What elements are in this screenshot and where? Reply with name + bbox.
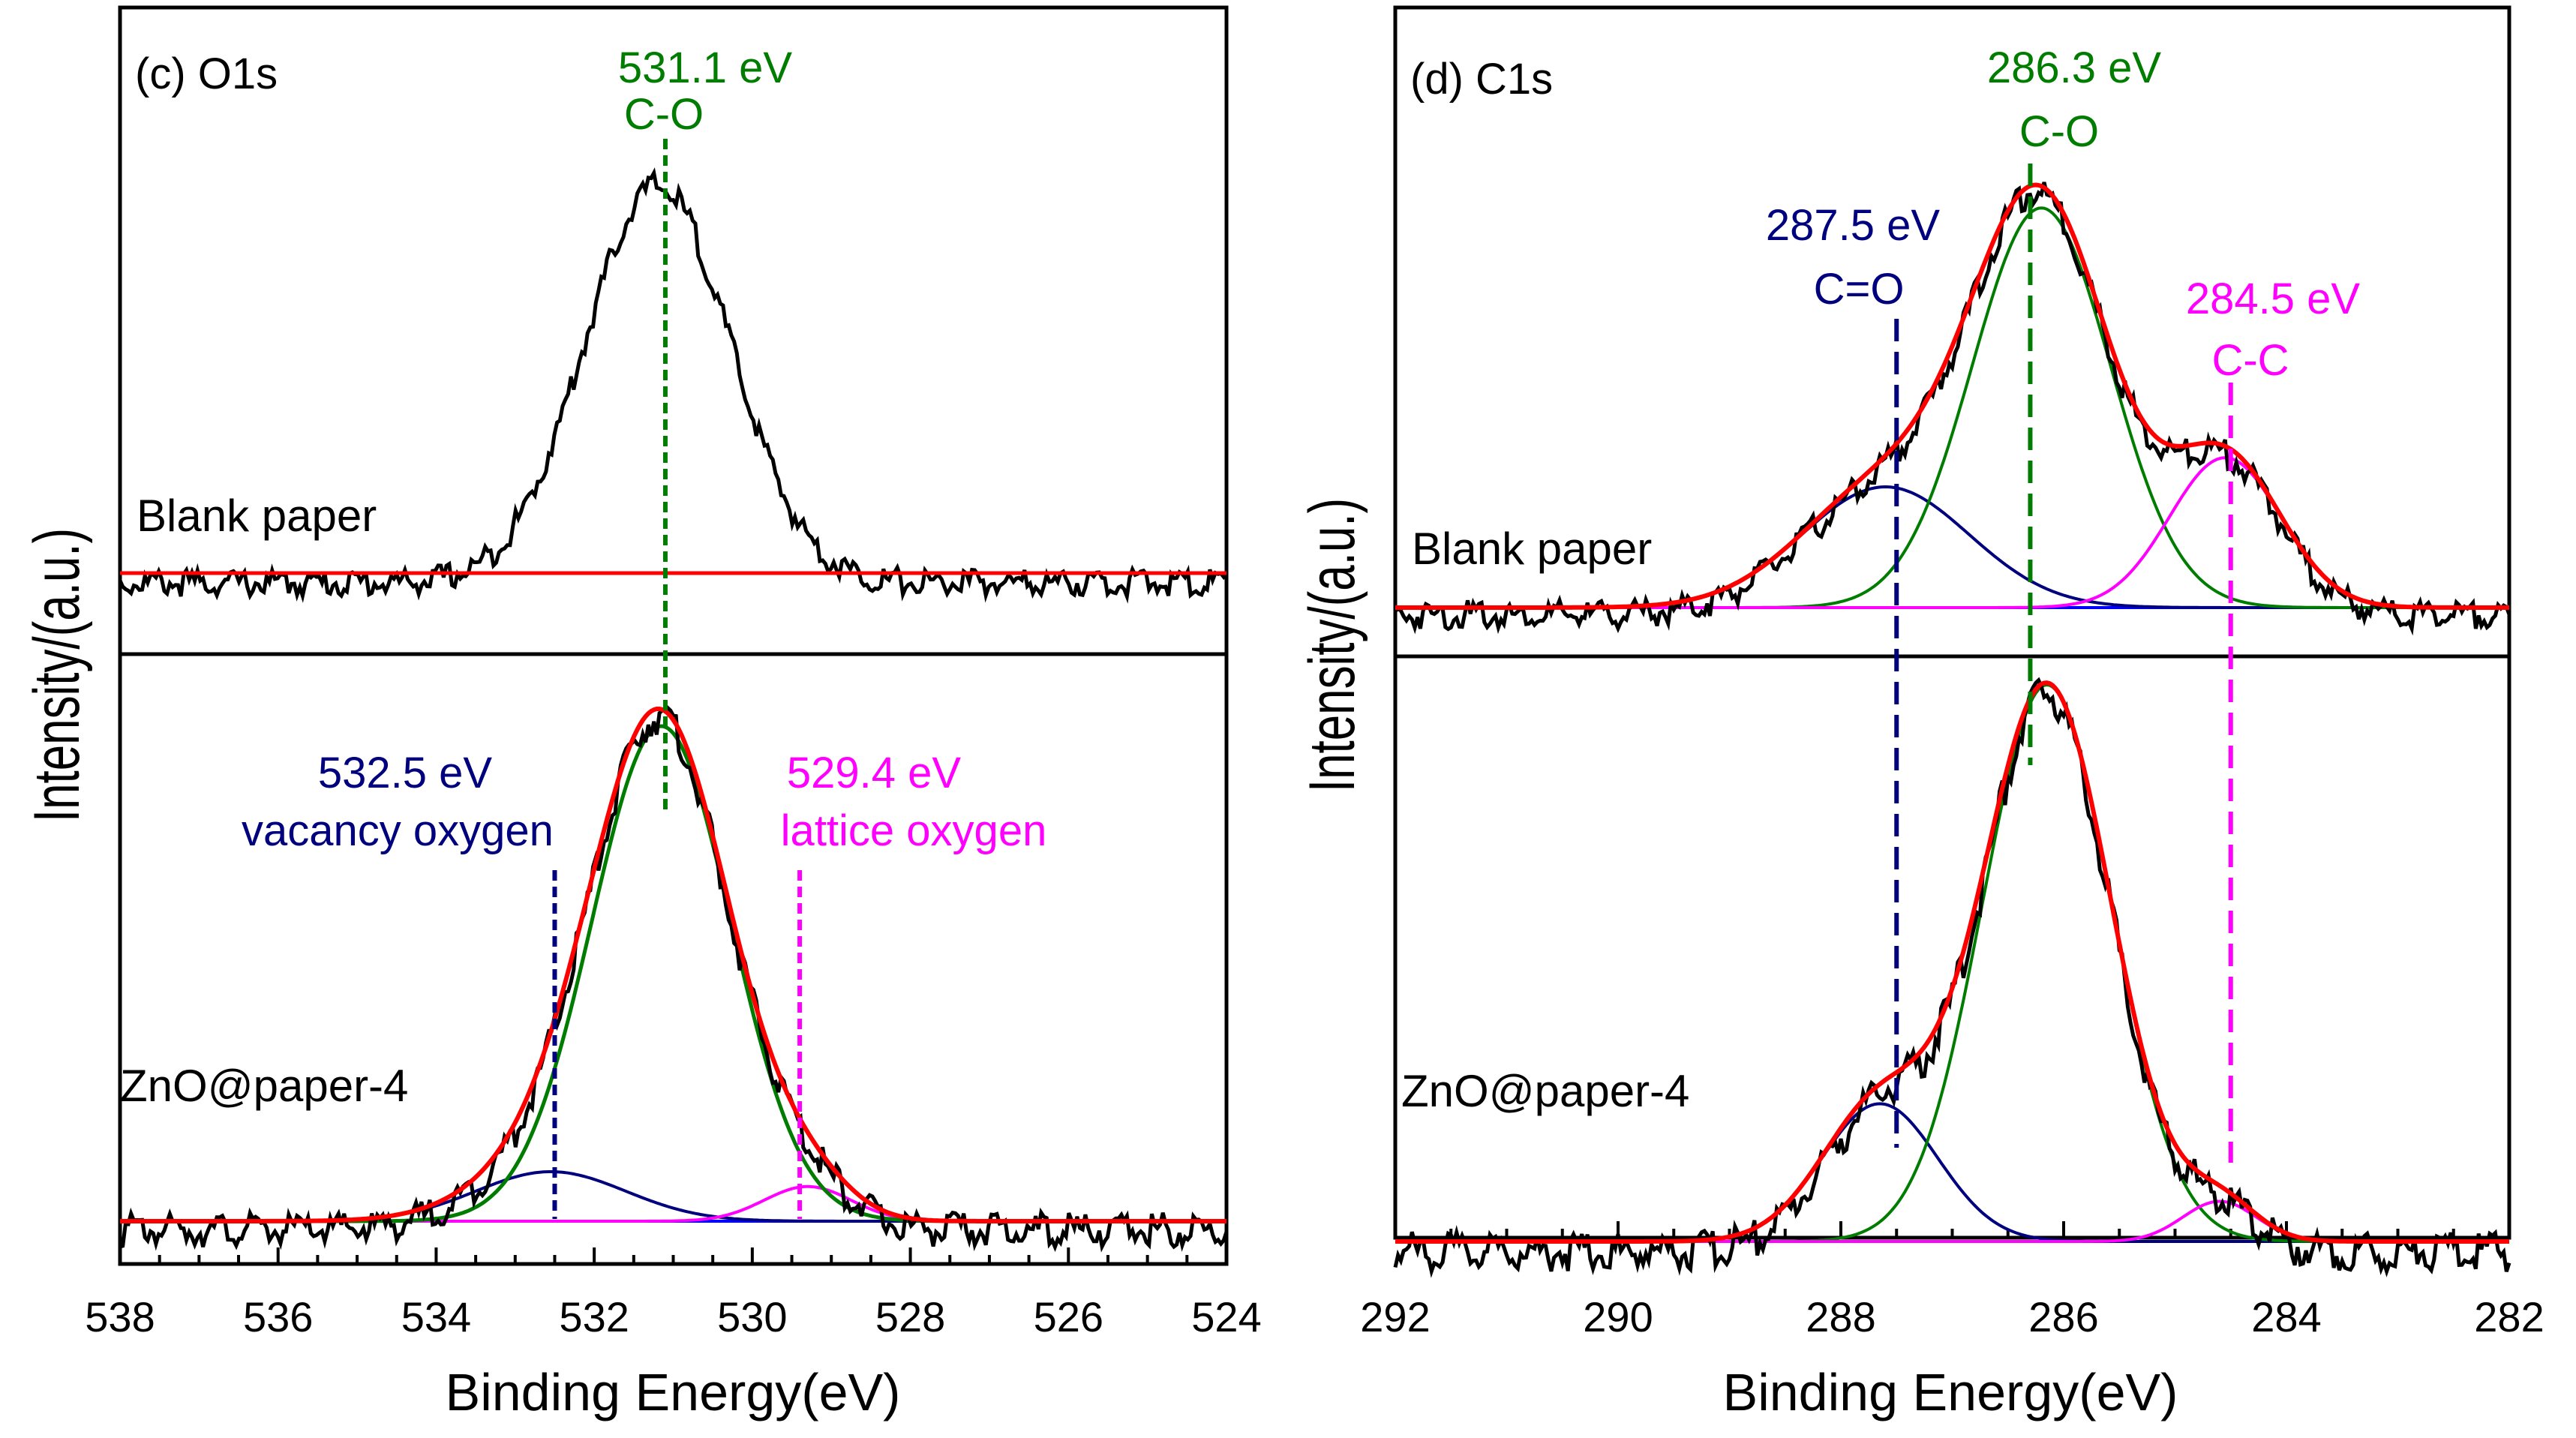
d-tick-label-292: 292	[1360, 1293, 1430, 1340]
panel-c-label: (c) O1s	[135, 50, 278, 98]
c-zno-raw-line	[119, 705, 1229, 1253]
d-bottom-ceo-component-line	[1395, 1102, 2509, 1243]
c-tick-label-524: 524	[1191, 1293, 1261, 1340]
panel-c-blank-paper-label: Blank paper	[137, 491, 377, 541]
d-tick-label-286: 286	[2028, 1293, 2098, 1340]
panel-c-zno-label: ZnO@paper-4	[120, 1061, 408, 1111]
d-bottom-fit-line	[1395, 680, 2509, 1244]
panel-c-x-axis-label: Binding Energy(eV)	[446, 1363, 901, 1421]
panel-c-co-name-label: C-O	[624, 90, 704, 139]
panel-c-co-energy-label: 531.1 eV	[618, 44, 793, 92]
panel-d-curves	[1393, 182, 2511, 1278]
c-zno-vacancy-component-line	[120, 1170, 1226, 1223]
d-bottom-co-component-line	[1395, 683, 2509, 1243]
panel-d-label: (d) C1s	[1410, 55, 1553, 104]
panel-d-x-axis-label: Binding Energy(eV)	[1723, 1363, 2178, 1421]
panel-d-zno-label: ZnO@paper-4	[1401, 1066, 1689, 1116]
panel-d-cc-name-label: C-C	[2211, 336, 2289, 385]
panel-d-x-tick-labels: 292 290 288 286 284 282	[1360, 1293, 2544, 1340]
d-tick-label-284: 284	[2251, 1293, 2321, 1340]
c-tick-label-532: 532	[559, 1293, 629, 1340]
d-top-raw-line	[1394, 182, 2511, 636]
panel-d-co-name-label: C-O	[2019, 107, 2099, 156]
c-zno-fit-line	[120, 707, 1226, 1223]
panel-d-y-axis-label: Intensity/(a.u.)	[1296, 498, 1368, 792]
panel-c-y-axis-label: Intensity/(a.u.)	[20, 528, 92, 822]
c-tick-label-538: 538	[85, 1293, 155, 1340]
panel-d: 292 290 288 286 284 282 (d) C1s 286.3 eV C-O …	[1296, 5, 2544, 1421]
panel-c: 538 536 534 532 530 528 526 524 (c) O1s 531.1 e…	[20, 5, 1262, 1421]
c-zno-co-component-line	[120, 724, 1226, 1223]
panel-d-peak-markers	[1894, 164, 2233, 1163]
panel-d-x-ticks	[1394, 1221, 2511, 1238]
panel-d-co-energy-label: 286.3 eV	[1987, 44, 2162, 92]
panel-c-lattice-energy-label: 529.4 eV	[787, 749, 962, 797]
d-tick-label-288: 288	[1806, 1293, 1875, 1340]
d-top-fit-line	[1395, 182, 2509, 610]
d-bottom-raw-line	[1393, 677, 2511, 1278]
panel-c-vacancy-name-label: vacancy oxygen	[242, 806, 554, 855]
panel-c-vacancy-energy-label: 532.5 eV	[318, 749, 493, 797]
c-tick-label-536: 536	[243, 1293, 313, 1340]
panel-c-lattice-name-label: lattice oxygen	[781, 806, 1047, 855]
panel-c-curves	[118, 167, 1229, 1253]
c-tick-label-534: 534	[401, 1293, 471, 1340]
d-tick-label-282: 282	[2474, 1293, 2544, 1340]
c-tick-label-528: 528	[875, 1293, 945, 1340]
c-zno-lattice-component-line	[120, 1184, 1226, 1223]
panel-d-ceo-name-label: C=O	[1814, 265, 1905, 314]
panel-c-peak-markers	[552, 139, 803, 1219]
panel-c-x-tick-labels: 538 536 534 532 530 528 526 524	[85, 1293, 1261, 1340]
panel-d-blank-paper-label: Blank paper	[1412, 524, 1652, 574]
c-blank-raw-line	[118, 167, 1229, 604]
panel-d-cc-energy-label: 284.5 eV	[2186, 275, 2361, 323]
c-tick-label-530: 530	[717, 1293, 787, 1340]
c-tick-label-526: 526	[1034, 1293, 1103, 1340]
d-tick-label-290: 290	[1583, 1293, 1653, 1340]
panel-c-x-ticks	[119, 1247, 1228, 1264]
panel-d-ceo-energy-label: 287.5 eV	[1766, 201, 1941, 250]
